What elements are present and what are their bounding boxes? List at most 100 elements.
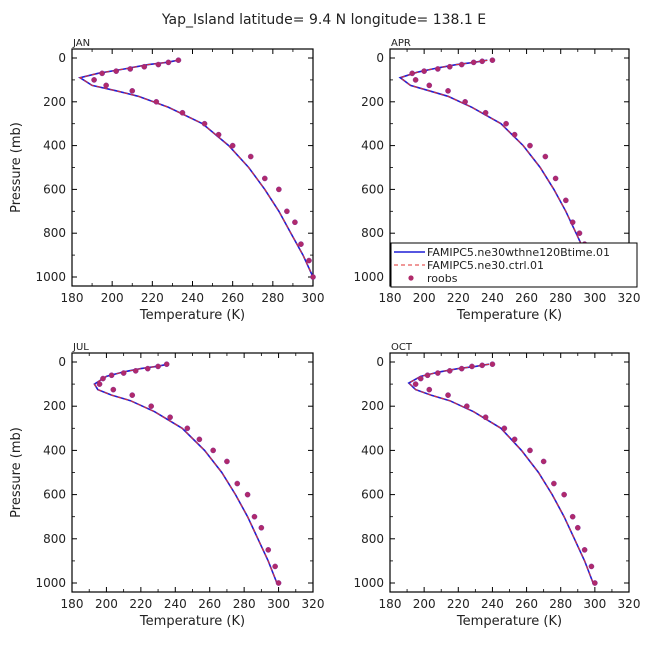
obs-point: [489, 57, 496, 63]
obs-point: [527, 447, 533, 454]
obs-point: [298, 241, 304, 247]
y-tick-label: 0: [58, 51, 66, 65]
panel-title: APR: [391, 38, 411, 49]
series-line-ctrl: [399, 59, 596, 278]
legend-box: [390, 242, 638, 288]
panel-jul: JUL 180 200 220 240 260 280 300 320 0 200 400 600 800…: [9, 342, 324, 629]
x-tick-label: 220: [129, 597, 152, 611]
obs-point: [103, 82, 109, 89]
obs-point: [113, 68, 119, 74]
series-line-ctrl: [93, 363, 278, 584]
y-tick-label: 400: [43, 139, 66, 153]
x-tick-label: 200: [413, 291, 436, 305]
obs-point: [445, 88, 451, 94]
obs-point: [588, 563, 595, 570]
legend-label: FAMIPC5.ne30wthne120Btime.01: [427, 246, 610, 259]
obs-point: [469, 363, 475, 370]
obs-point: [470, 59, 477, 66]
obs-point: [563, 197, 569, 204]
obs-point: [234, 480, 241, 487]
obs-point: [434, 370, 441, 376]
y-axis-label: Pressure (mb): [9, 122, 24, 213]
x-tick-label: 300: [583, 291, 606, 305]
x-axis-label: Temperature (K): [139, 308, 245, 323]
panel-apr: APR 180 200 220 240 260 280 300 320 0 200 400 600 800…: [353, 38, 640, 323]
obs-point: [576, 230, 583, 236]
y-tick-label: 800: [43, 532, 66, 546]
x-tick-label: 260: [515, 597, 538, 611]
figure-title: Yap_Island latitude= 9.4 N longitude= 13…: [161, 12, 486, 28]
x-tick-label: 180: [379, 291, 402, 305]
y-tick-label: 0: [376, 51, 384, 65]
y-tick-label: 1000: [35, 270, 66, 284]
panels: JAN 180 200 220 240 260 280 300 0 200 400 600 800 100…: [9, 38, 640, 629]
y-tick-label: 200: [361, 95, 384, 109]
legend-label: roobs: [427, 272, 458, 285]
plot-frame: [389, 352, 630, 593]
obs-point: [165, 59, 172, 66]
obs-point: [141, 63, 148, 70]
x-tick-label: 240: [181, 291, 204, 305]
y-tick-label: 400: [43, 443, 66, 457]
obs-point: [91, 77, 97, 83]
obs-point: [196, 436, 203, 443]
y-tick-label: 600: [43, 182, 66, 196]
obs-point: [306, 257, 312, 264]
y-tick-label: 1000: [35, 576, 66, 590]
panel-oct: OCT 180 200 220 240 260 280 300 320 0 200 400 600 800…: [353, 342, 640, 629]
x-tick-label: 260: [515, 291, 538, 305]
series-line-model: [77, 59, 314, 278]
obs-point: [261, 175, 268, 182]
obs-point: [527, 142, 533, 149]
obs-point: [501, 425, 508, 432]
obs-point: [224, 458, 230, 465]
x-tick-label: 220: [141, 291, 164, 305]
obs-point: [144, 365, 151, 372]
x-tick-label: 220: [447, 291, 470, 305]
obs-point: [412, 77, 419, 83]
x-tick-label: 300: [267, 597, 290, 611]
obs-point: [458, 365, 465, 372]
obs-point: [258, 524, 265, 531]
obs-point: [229, 142, 236, 149]
x-tick-label: 240: [481, 291, 504, 305]
obs-point: [129, 392, 136, 398]
obs-point: [272, 563, 278, 570]
obs-point: [108, 372, 115, 379]
obs-point: [561, 491, 567, 498]
obs-point: [247, 153, 254, 160]
legend-marker-obs: [408, 275, 414, 281]
panel-title: JAN: [72, 38, 90, 49]
y-tick-label: 800: [361, 226, 384, 240]
obs-point: [412, 381, 419, 387]
x-tick-label: 200: [413, 597, 436, 611]
obs-point: [482, 414, 489, 421]
obs-point: [163, 361, 170, 368]
obs-point: [210, 447, 216, 454]
obs-point: [284, 208, 290, 215]
obs-point: [426, 82, 433, 89]
obs-point: [292, 219, 298, 226]
x-tick-label: 200: [95, 597, 118, 611]
series-line-ctrl: [78, 59, 314, 278]
obs-point: [155, 363, 161, 370]
y-tick-label: 400: [361, 443, 384, 457]
x-tick-label: 180: [379, 597, 402, 611]
legend-label: FAMIPC5.ne30.ctrl.01: [427, 259, 544, 272]
obs-point: [503, 120, 509, 127]
series-line-model: [93, 363, 278, 584]
obs-point: [511, 436, 518, 443]
x-tick-label: 300: [583, 597, 606, 611]
obs-point: [417, 375, 424, 382]
y-tick-label: 0: [376, 355, 384, 369]
x-tick-label: 320: [618, 291, 641, 305]
x-tick-label: 260: [198, 597, 221, 611]
panel-jan: JAN 180 200 220 240 260 280 300 0 200 400 600 800 100…: [9, 38, 324, 323]
y-tick-label: 200: [43, 95, 66, 109]
panel-title: OCT: [391, 342, 413, 353]
y-tick-label: 600: [361, 488, 384, 502]
x-tick-label: 280: [261, 291, 284, 305]
x-tick-label: 200: [101, 291, 124, 305]
x-tick-label: 240: [164, 597, 187, 611]
